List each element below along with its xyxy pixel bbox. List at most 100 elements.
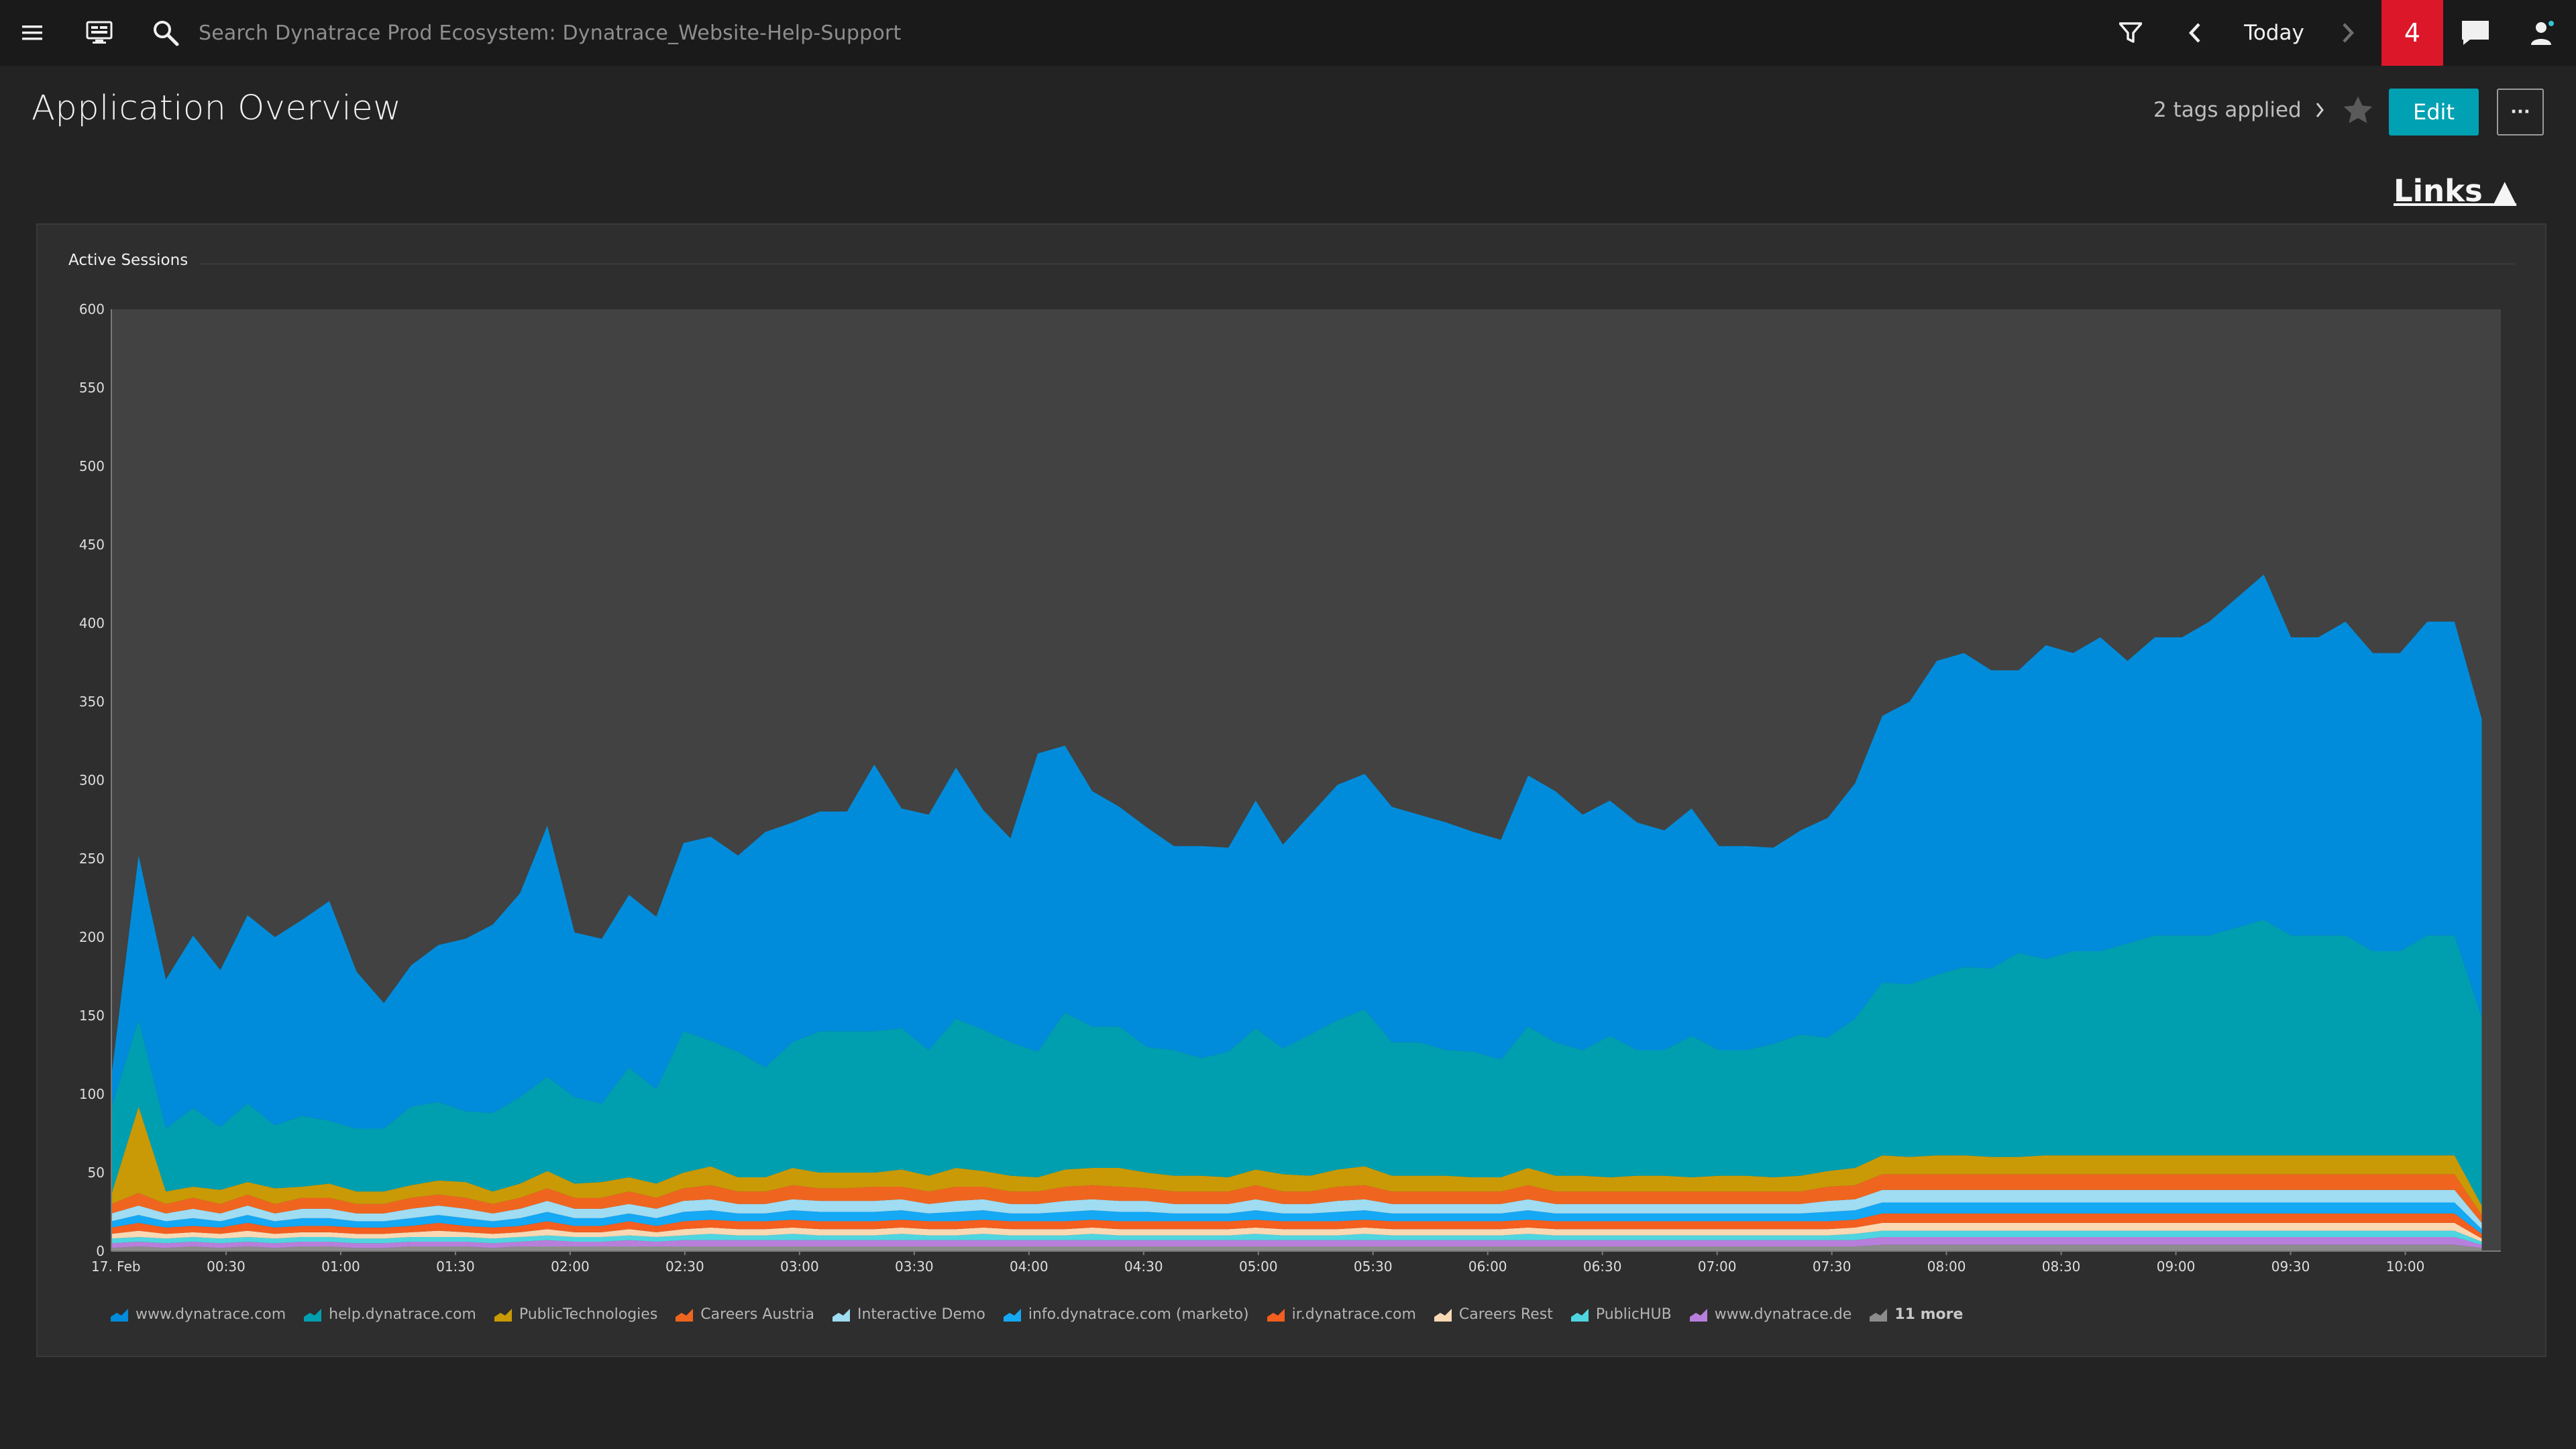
series-area-interactive-demo[interactable] (111, 1189, 2482, 1230)
problems-badge[interactable]: 4 (2381, 0, 2443, 66)
y-tick-label: 0 (96, 1243, 105, 1259)
y-tick-label: 300 (79, 772, 105, 788)
legend-item[interactable]: Interactive Demo (832, 1306, 985, 1323)
x-tick-label: 10:00 (2386, 1258, 2425, 1275)
legend-label: Careers Rest (1458, 1306, 1553, 1323)
x-tick-label: 03:00 (780, 1258, 819, 1275)
x-tick-label: 05:00 (1239, 1258, 1278, 1275)
legend-label: PublicTechnologies (519, 1306, 658, 1323)
y-tick-label: 150 (79, 1008, 105, 1024)
search-icon[interactable] (146, 0, 185, 66)
x-tick-label: 09:00 (2157, 1258, 2196, 1275)
legend-label: Interactive Demo (857, 1306, 985, 1323)
series-area-info-dynatrace-com-marketo-[interactable] (111, 1202, 2482, 1234)
legend-item[interactable]: PublicTechnologies (494, 1306, 657, 1323)
y-tick-label: 450 (79, 537, 105, 553)
links-toggle[interactable]: Links ▲ (2394, 173, 2517, 209)
more-options-button[interactable]: ··· (2497, 89, 2544, 136)
x-tick-label: 03:30 (895, 1258, 934, 1275)
legend-area-icon (833, 1308, 850, 1322)
y-tick-label: 600 (79, 301, 105, 317)
chat-icon[interactable] (2457, 0, 2494, 66)
dashboards-icon[interactable] (80, 0, 118, 66)
series-area-www-dynatrace-com[interactable] (111, 574, 2482, 1129)
legend-item[interactable]: PublicHUB (1570, 1306, 1672, 1323)
page-title: Application Overview (32, 89, 402, 128)
x-tick-label: 06:30 (1583, 1258, 1622, 1275)
legend-area-icon (1689, 1308, 1707, 1322)
legend-label: PublicHUB (1595, 1306, 1672, 1323)
series-area-publictechnologies[interactable] (111, 1106, 2482, 1216)
x-tick-label: 00:30 (207, 1258, 246, 1275)
x-tick-label: 01:30 (436, 1258, 475, 1275)
legend-label: help.dynatrace.com (329, 1306, 476, 1323)
timeframe-selector[interactable]: Today (2244, 21, 2304, 45)
filter-icon[interactable] (2112, 0, 2149, 66)
star-favorite-icon[interactable] (2340, 93, 2376, 129)
legend-item[interactable]: 11 more (1869, 1306, 1963, 1323)
x-tick-label: 01:00 (321, 1258, 360, 1275)
top-navigation-bar: Search Dynatrace Prod Ecosystem: Dynatra… (0, 0, 2576, 66)
y-tick-label: 250 (79, 851, 105, 867)
legend-area-icon (1570, 1308, 1589, 1322)
x-tick-label: 08:00 (1927, 1258, 1966, 1275)
legend-area-icon (1434, 1308, 1452, 1322)
series-area-careers-rest[interactable] (111, 1222, 2482, 1242)
legend-label: Careers Austria (700, 1306, 814, 1323)
legend-area-icon (111, 1308, 128, 1322)
x-tick-label: 02:00 (551, 1258, 590, 1275)
legend-area-icon (676, 1308, 694, 1322)
tags-label: 2 tags applied (2153, 98, 2302, 122)
tags-applied-link[interactable]: 2 tags applied (2153, 98, 2324, 122)
legend-area-icon (1267, 1308, 1285, 1322)
legend-item[interactable]: ir.dynatrace.com (1267, 1306, 1416, 1323)
chart-legend: www.dynatrace.com help.dynatrace.com Publi… (110, 1306, 1963, 1323)
legend-item[interactable]: info.dynatrace.com (marketo) (1003, 1306, 1249, 1323)
active-sessions-tile[interactable]: Active Sessions 0 50 100 150 200 250 300 350 400… (36, 223, 2546, 1357)
legend-area-icon (304, 1308, 322, 1322)
series-area-ir-dynatrace-com[interactable] (111, 1213, 2482, 1239)
legend-area-icon (1870, 1308, 1888, 1322)
x-tick-label: 07:00 (1698, 1258, 1737, 1275)
series-area-help-dynatrace-com[interactable] (111, 920, 2482, 1206)
chevron-right-icon (2316, 103, 2324, 117)
y-tick-label: 200 (79, 929, 105, 945)
legend-label: 11 more (1894, 1306, 1964, 1323)
legend-label: info.dynatrace.com (marketo) (1028, 1306, 1249, 1323)
hamburger-menu-icon[interactable] (15, 0, 50, 66)
y-tick-label: 550 (79, 380, 105, 396)
y-tick-label: 100 (79, 1086, 105, 1102)
x-tick-label: 04:30 (1124, 1258, 1163, 1275)
next-timeframe-icon[interactable] (2330, 0, 2365, 66)
series-area-careers-austria[interactable] (111, 1174, 2482, 1223)
x-tick-label: 08:30 (2042, 1258, 2081, 1275)
legend-item[interactable]: help.dynatrace.com (303, 1306, 476, 1323)
legend-item[interactable]: Careers Austria (675, 1306, 814, 1323)
y-tick-label: 500 (79, 458, 105, 474)
y-tick-label: 350 (79, 694, 105, 710)
x-tick-label: 06:00 (1468, 1258, 1507, 1275)
x-tick-label-start: 17. Feb (91, 1258, 141, 1275)
series-area-publichub[interactable] (111, 1230, 2482, 1245)
previous-timeframe-icon[interactable] (2176, 0, 2214, 66)
active-sessions-chart[interactable]: 0 50 100 150 200 250 300 350 400 450 500 550 600 17. … (38, 225, 2546, 1357)
legend-item[interactable]: www.dynatrace.com (110, 1306, 286, 1323)
x-tick-label: 04:00 (1010, 1258, 1049, 1275)
x-tick-label: 09:30 (2271, 1258, 2310, 1275)
x-tick-label: 07:30 (1813, 1258, 1851, 1275)
legend-area-icon (1003, 1308, 1021, 1322)
tile-title: Active Sessions (68, 252, 201, 269)
edit-button[interactable]: Edit (2389, 89, 2479, 136)
y-tick-label: 400 (79, 615, 105, 631)
user-icon[interactable] (2524, 0, 2561, 66)
x-tick-label: 05:30 (1354, 1258, 1393, 1275)
legend-label: www.dynatrace.de (1714, 1306, 1852, 1323)
legend-item[interactable]: www.dynatrace.de (1689, 1306, 1852, 1323)
y-tick-label: 50 (88, 1165, 105, 1181)
search-input[interactable]: Search Dynatrace Prod Ecosystem: Dynatra… (199, 21, 902, 45)
legend-label: ir.dynatrace.com (1291, 1306, 1416, 1323)
x-tick-label: 02:30 (665, 1258, 704, 1275)
series-area-www-dynatrace-de[interactable] (111, 1236, 2482, 1248)
legend-item[interactable]: Careers Rest (1434, 1306, 1553, 1323)
legend-area-icon (494, 1308, 512, 1322)
